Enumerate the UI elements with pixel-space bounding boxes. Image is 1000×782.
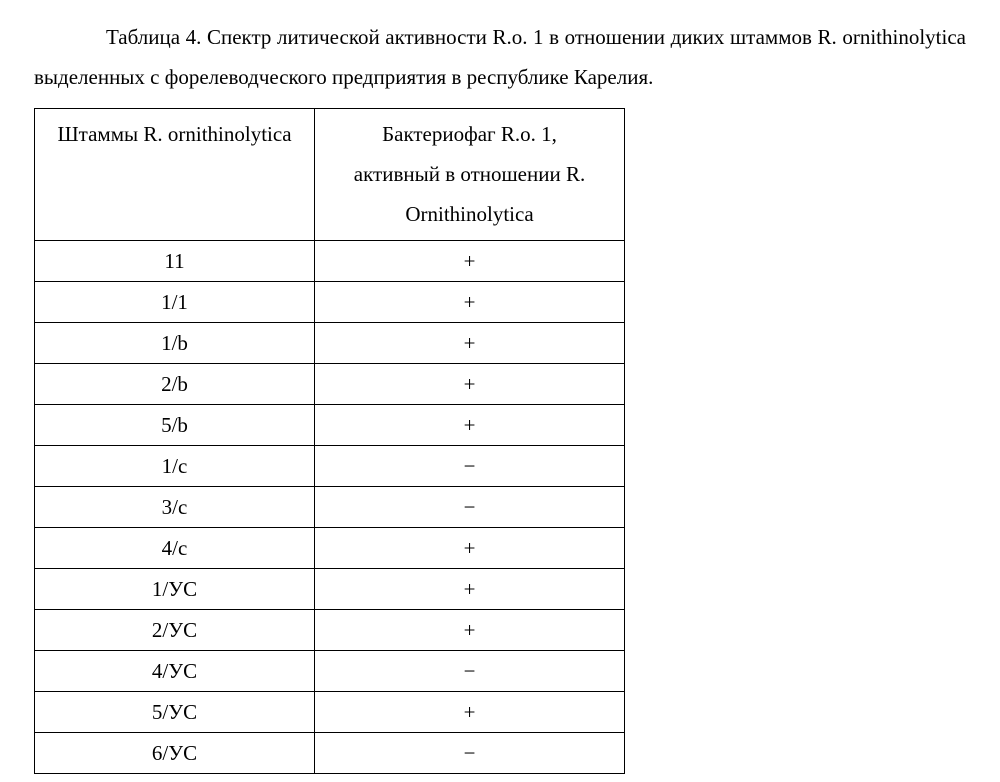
cell-activity: − <box>315 487 625 528</box>
cell-strain: 2/b <box>35 364 315 405</box>
table-row: 1/1 + <box>35 282 625 323</box>
cell-activity: − <box>315 446 625 487</box>
table-header-phage-line1: Бактериофаг R.o. 1, <box>382 122 557 146</box>
table-row: 1/УС + <box>35 569 625 610</box>
table-row: 1/b + <box>35 323 625 364</box>
table-row: 5/b + <box>35 405 625 446</box>
cell-activity: + <box>315 323 625 364</box>
table-row: 11 + <box>35 241 625 282</box>
cell-strain: 6/УС <box>35 733 315 774</box>
table-row: 2/b + <box>35 364 625 405</box>
cell-activity: − <box>315 651 625 692</box>
cell-activity: + <box>315 610 625 651</box>
cell-strain: 2/УС <box>35 610 315 651</box>
activity-table: Штаммы R. ornithinolytica Бактериофаг R.… <box>34 108 625 775</box>
table-row: 4/c + <box>35 528 625 569</box>
table-row: 4/УС − <box>35 651 625 692</box>
cell-activity: + <box>315 364 625 405</box>
cell-strain: 5/b <box>35 405 315 446</box>
table-header-strains: Штаммы R. ornithinolytica <box>35 108 315 241</box>
table-row: 6/УС − <box>35 733 625 774</box>
table-row: 3/c − <box>35 487 625 528</box>
table-header-phage: Бактериофаг R.o. 1, активный в отношении… <box>315 108 625 241</box>
cell-strain: 1/c <box>35 446 315 487</box>
cell-activity: + <box>315 282 625 323</box>
cell-activity: + <box>315 569 625 610</box>
table-row: 2/УС + <box>35 610 625 651</box>
cell-activity: + <box>315 405 625 446</box>
cell-strain: 11 <box>35 241 315 282</box>
table-row: 1/c − <box>35 446 625 487</box>
cell-strain: 5/УС <box>35 692 315 733</box>
table-header-phage-line3: Ornithinolytica <box>405 202 533 226</box>
cell-strain: 1/УС <box>35 569 315 610</box>
cell-activity: + <box>315 692 625 733</box>
table-body: 11 + 1/1 + 1/b + 2/b + 5/b + 1/c − <box>35 241 625 774</box>
table-row: 5/УС + <box>35 692 625 733</box>
cell-strain: 4/УС <box>35 651 315 692</box>
table-header-phage-line2: активный в отношении R. <box>354 162 585 186</box>
cell-strain: 4/c <box>35 528 315 569</box>
cell-strain: 3/c <box>35 487 315 528</box>
table-caption: Таблица 4. Спектр литической активности … <box>34 18 966 98</box>
cell-strain: 1/1 <box>35 282 315 323</box>
cell-strain: 1/b <box>35 323 315 364</box>
cell-activity: + <box>315 241 625 282</box>
table-header-row: Штаммы R. ornithinolytica Бактериофаг R.… <box>35 108 625 241</box>
cell-activity: − <box>315 733 625 774</box>
cell-activity: + <box>315 528 625 569</box>
